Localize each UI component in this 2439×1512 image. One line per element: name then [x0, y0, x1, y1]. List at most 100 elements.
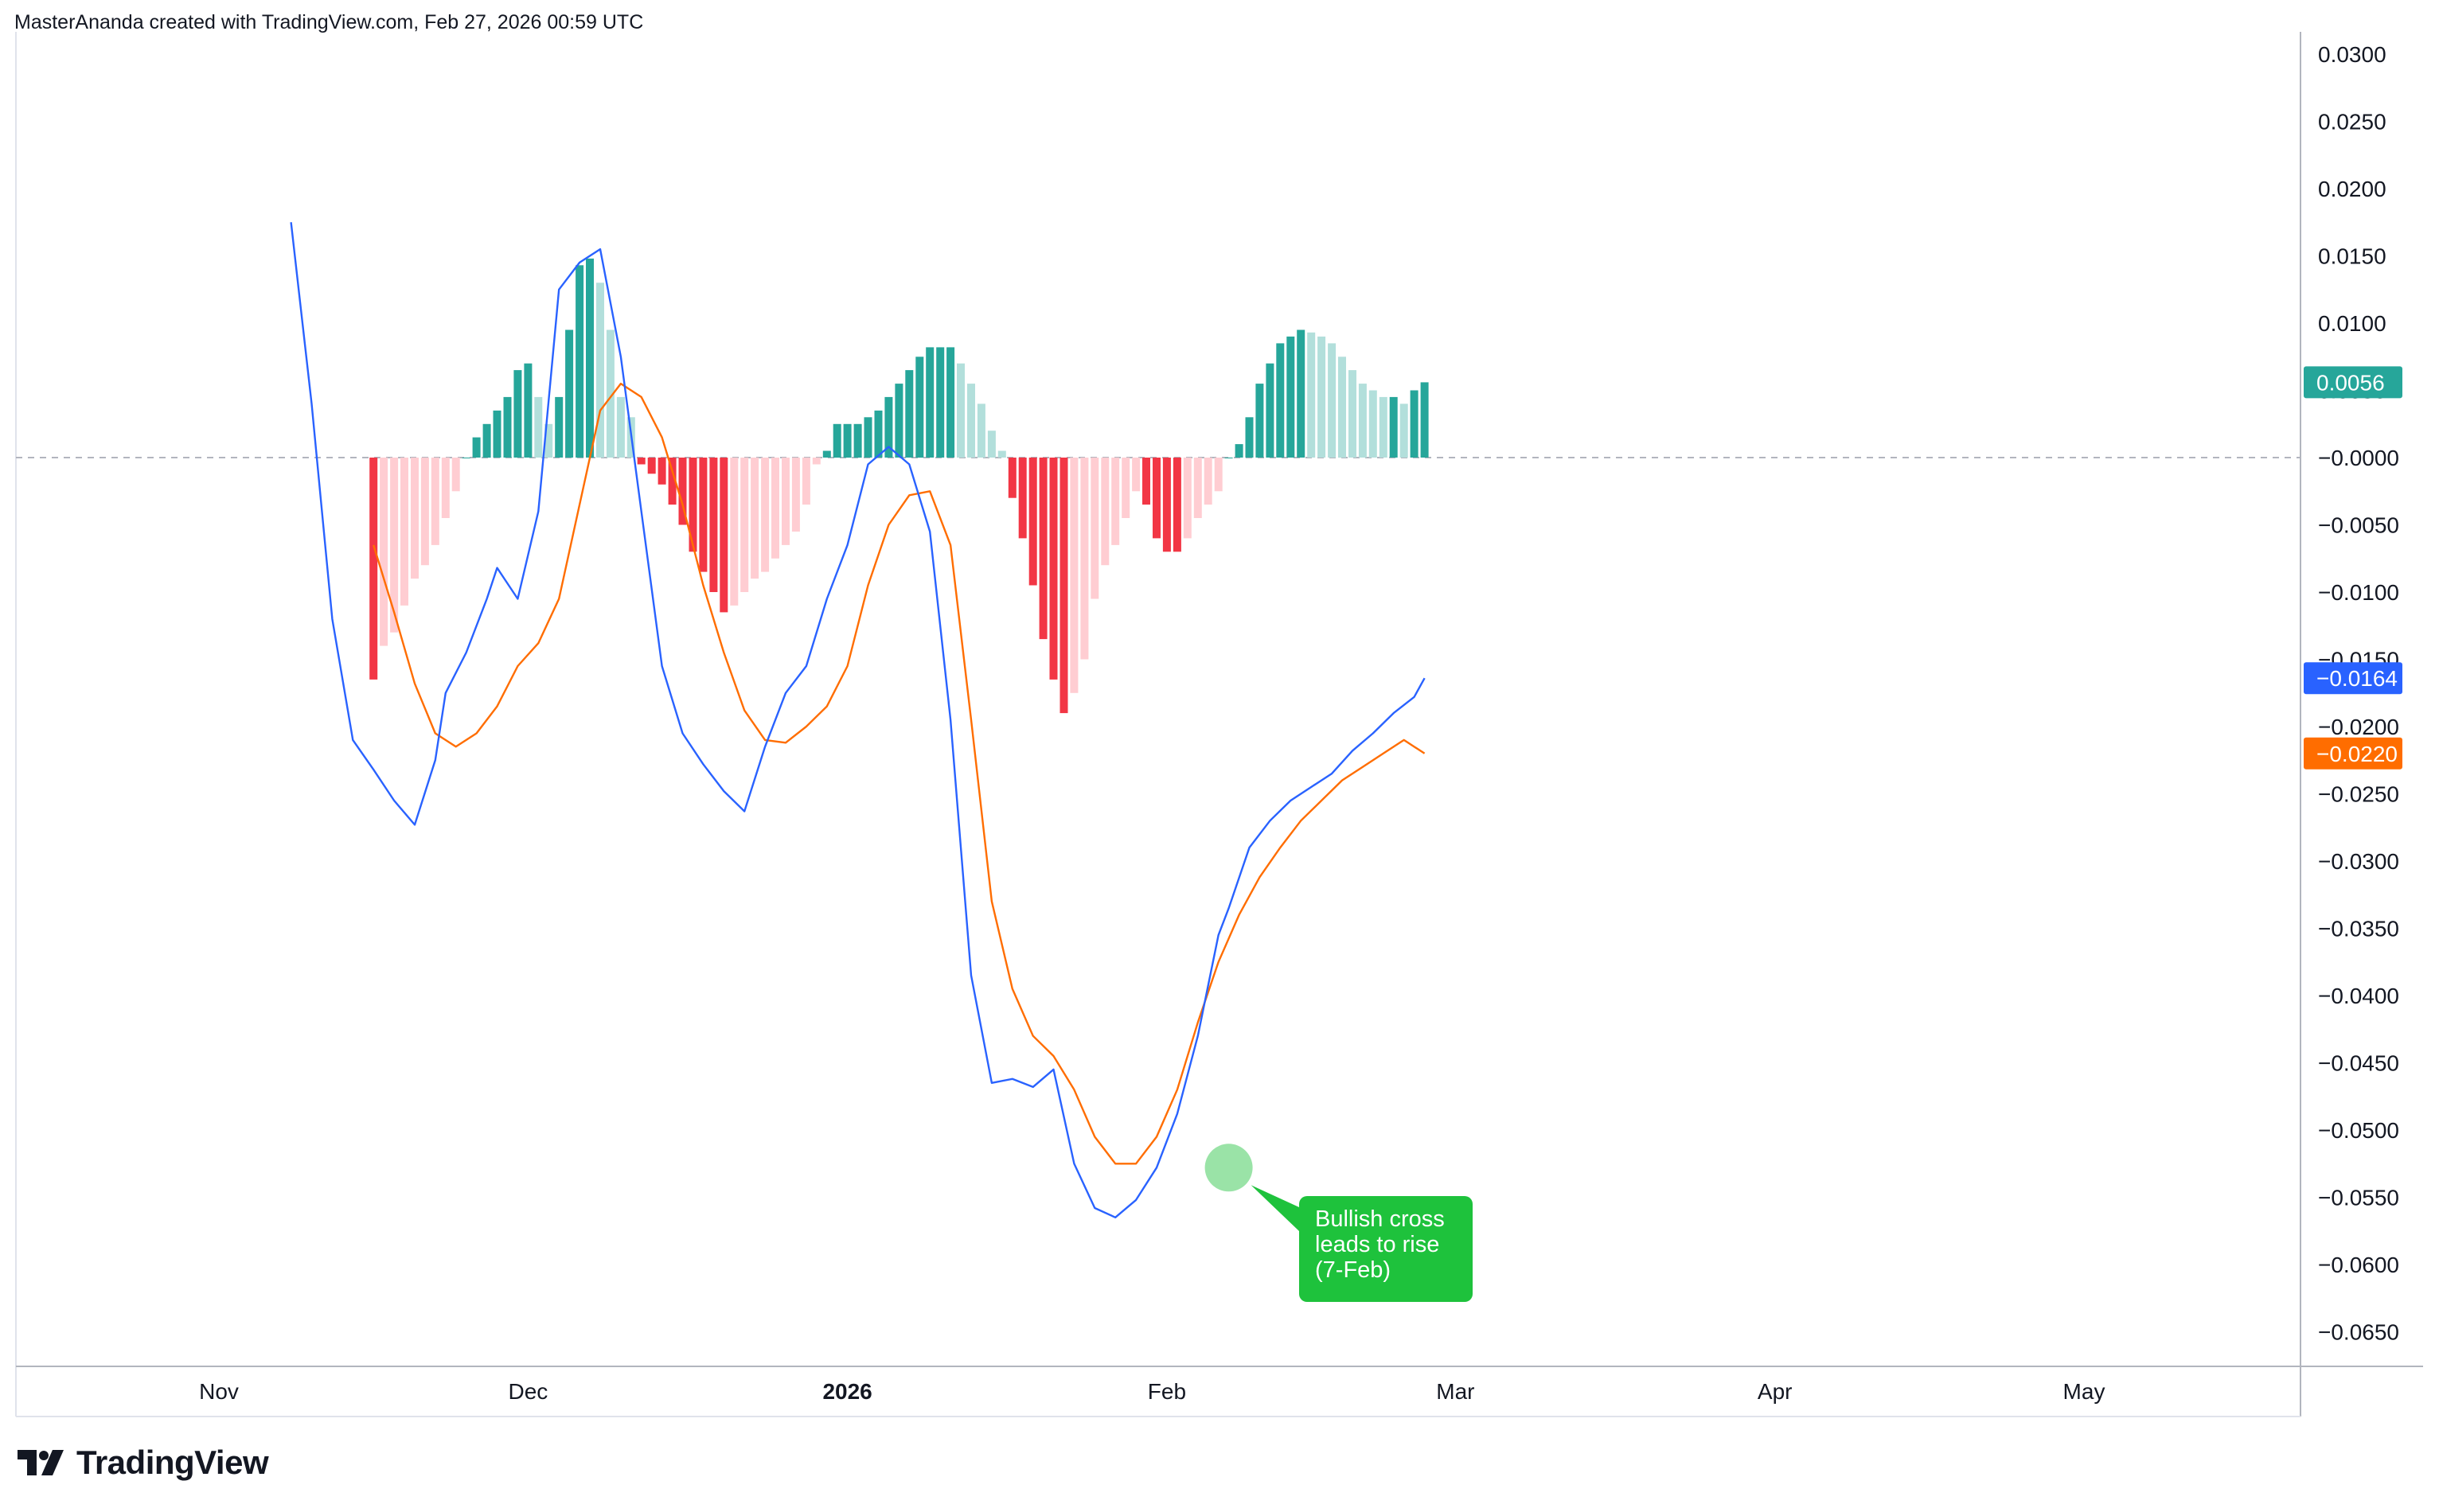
histogram-bar — [1420, 382, 1429, 458]
histogram-bar — [1091, 458, 1099, 599]
last-value-badges: 0.0056 −0.0164 −0.0220 — [2304, 366, 2402, 770]
histogram-bar — [1348, 370, 1356, 458]
histogram-bar — [730, 458, 739, 606]
histogram-bar — [689, 458, 697, 552]
y-tick-label: 0.0100 — [2318, 311, 2386, 336]
histogram-bar — [1122, 458, 1130, 518]
y-tick-label: −0.0300 — [2318, 849, 2399, 874]
y-tick-label: −0.0400 — [2318, 984, 2399, 1008]
histogram-bar — [1266, 363, 1274, 458]
histogram-bar — [493, 410, 501, 458]
histogram-bar — [946, 347, 955, 458]
histogram-bar — [1142, 458, 1150, 505]
histogram-bar — [1307, 332, 1316, 458]
histogram-bar — [637, 458, 646, 465]
time-axis[interactable]: Nov Dec 2026 Feb Mar Apr May — [199, 1379, 2105, 1404]
y-tick-label: −0.0100 — [2318, 580, 2399, 605]
histogram-bar — [1389, 396, 1398, 458]
tradingview-logo[interactable]: TradingView — [18, 1444, 269, 1482]
histogram-bar — [1049, 458, 1058, 680]
y-tick-label: 0.0150 — [2318, 244, 2386, 269]
histogram-last-value-label: 0.0056 — [2316, 370, 2385, 395]
histogram-bar — [1204, 458, 1212, 505]
histogram-bar — [411, 458, 419, 579]
histogram-bar — [1328, 343, 1337, 458]
tradingview-logo-icon — [18, 1450, 64, 1475]
histogram-bar — [555, 396, 564, 458]
histogram-bar — [658, 458, 666, 485]
histogram-bar — [1399, 403, 1408, 458]
histogram-last-value-badge — [2304, 366, 2402, 399]
histogram-bar — [586, 258, 594, 458]
histogram-bar — [1286, 336, 1295, 458]
histogram-bar — [472, 437, 481, 458]
histogram-bar — [647, 458, 656, 474]
histogram-bar — [791, 458, 800, 532]
histogram-bar — [833, 423, 841, 458]
histogram-bar — [1173, 458, 1181, 552]
histogram-bars — [369, 258, 1429, 714]
macd-last-value-badge — [2304, 662, 2402, 695]
y-tick-label: −0.0450 — [2318, 1051, 2399, 1076]
histogram-bar — [1183, 458, 1192, 539]
histogram-bar — [936, 347, 945, 458]
histogram-bar — [1101, 458, 1110, 566]
y-tick-label: −0.0550 — [2318, 1186, 2399, 1210]
x-tick-label: Mar — [1436, 1379, 1474, 1404]
histogram-bar — [1379, 396, 1387, 458]
signal-last-value-badge — [2304, 737, 2402, 770]
histogram-bar — [1368, 390, 1377, 458]
histogram-bar — [606, 329, 615, 458]
x-tick-label: Apr — [1758, 1379, 1793, 1404]
cross-marker — [1204, 1144, 1253, 1192]
signal-line-group — [373, 382, 1426, 1165]
macd-line — [290, 222, 1426, 1218]
signal-line — [373, 382, 1426, 1165]
tradingview-wordmark: TradingView — [76, 1444, 269, 1481]
histogram-bar — [1039, 458, 1048, 640]
callout-text: Bullish cross — [1315, 1206, 1445, 1232]
histogram-bar — [1358, 384, 1367, 458]
callout-text: (7-Feb) — [1315, 1257, 1391, 1283]
macd-line-group — [290, 222, 1426, 1218]
histogram-bar — [1060, 458, 1068, 714]
histogram-bar — [782, 458, 790, 545]
histogram-bar — [812, 458, 821, 465]
histogram-bar — [1235, 444, 1243, 458]
histogram-bar — [1153, 458, 1161, 539]
histogram-bar — [1111, 458, 1120, 545]
signal-last-value-label: −0.0220 — [2316, 742, 2398, 766]
histogram-bar — [513, 370, 522, 458]
histogram-bar — [926, 347, 935, 458]
histogram-bar — [905, 370, 914, 458]
macd-chart[interactable]: 0.03000.02500.02000.01500.01000.0050−0.0… — [0, 0, 2439, 1432]
x-tick-label: 2026 — [822, 1379, 872, 1404]
x-tick-label: Dec — [509, 1379, 548, 1404]
callout-box[interactable] — [1299, 1196, 1473, 1302]
y-tick-label: −0.0200 — [2318, 715, 2399, 739]
histogram-bar — [699, 458, 708, 572]
histogram-bar — [1070, 458, 1079, 693]
histogram-bar — [822, 450, 831, 458]
histogram-bar — [967, 384, 975, 458]
histogram-bar — [1297, 329, 1305, 458]
histogram-bar — [1255, 384, 1264, 458]
x-tick-label: May — [2063, 1379, 2105, 1404]
y-tick-label: −0.0050 — [2318, 513, 2399, 538]
histogram-bar — [874, 410, 883, 458]
histogram-bar — [864, 417, 872, 458]
y-tick-label: 0.0300 — [2318, 42, 2386, 67]
histogram-bar — [441, 458, 450, 518]
histogram-bar — [709, 458, 718, 592]
y-tick-label: −0.0500 — [2318, 1118, 2399, 1143]
macd-last-value-label: −0.0164 — [2316, 666, 2398, 691]
chart-frame — [15, 32, 2423, 1417]
histogram-bar — [1317, 336, 1326, 458]
histogram-bar — [720, 458, 728, 613]
histogram-bar — [915, 357, 924, 458]
x-tick-label: Nov — [199, 1379, 239, 1404]
histogram-bar — [987, 431, 996, 458]
histogram-bar — [544, 423, 553, 458]
histogram-bar — [678, 458, 687, 525]
